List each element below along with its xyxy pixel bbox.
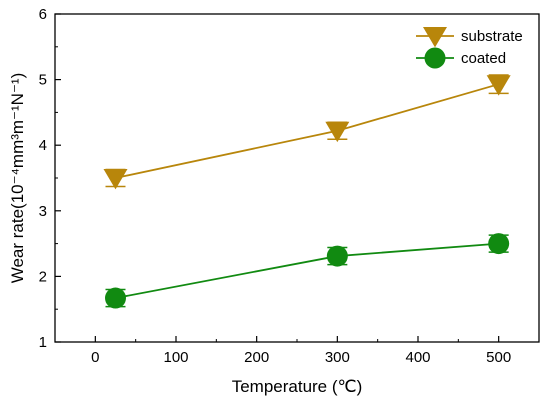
series-substrate [103, 74, 511, 190]
substrate-point [486, 75, 511, 96]
legend-label-coated: coated [461, 50, 506, 67]
x-tick-label: 300 [325, 349, 350, 366]
y-axis-label: Wear rate(10⁻⁴mm³m⁻¹N⁻¹) [8, 73, 27, 284]
coated-point [488, 233, 510, 255]
x-tick-label: 500 [486, 349, 511, 366]
legend-item-coated: coated [416, 47, 506, 69]
coated-line [115, 242, 499, 299]
series-coated [105, 233, 510, 309]
y-tick-label: 6 [39, 6, 47, 23]
y-tick-label: 1 [39, 334, 47, 351]
y-tick-label: 5 [39, 72, 47, 89]
legend-item-substrate: substrate [416, 27, 523, 48]
substrate-point [325, 121, 350, 143]
coated-point [105, 287, 126, 309]
x-axis-ticks: 0 100 200 300 400 500 [91, 336, 511, 366]
series-layer [103, 74, 511, 309]
legend: substrate coated [416, 27, 523, 69]
x-axis-label: Temperature (℃) [232, 377, 363, 396]
x-tick-label: 0 [91, 349, 99, 366]
x-tick-label: 400 [405, 349, 430, 366]
y-tick-label: 2 [39, 268, 47, 285]
coated-point [326, 245, 348, 267]
y-axis-ticks: 1 2 3 4 5 6 [39, 6, 61, 351]
legend-marker-coated [424, 47, 446, 69]
legend-marker-substrate [423, 27, 447, 48]
y-tick-label: 3 [39, 203, 47, 220]
substrate-point [103, 169, 128, 190]
substrate-line [115, 83, 499, 179]
legend-label-substrate: substrate [461, 28, 523, 45]
y-tick-label: 4 [39, 137, 47, 154]
x-tick-label: 100 [163, 349, 188, 366]
x-tick-label: 200 [244, 349, 269, 366]
